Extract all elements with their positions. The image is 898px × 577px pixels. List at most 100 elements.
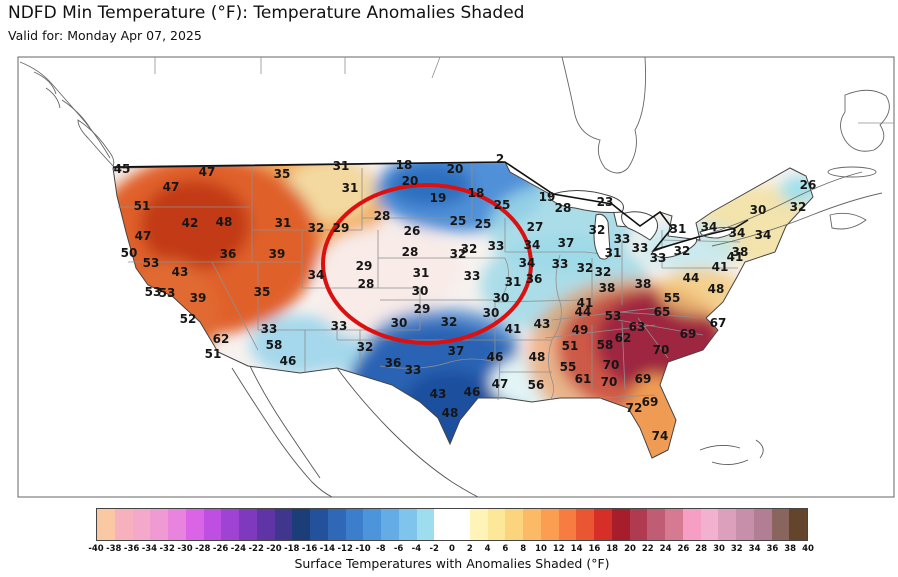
temp-value-label: 31 <box>505 275 522 289</box>
temp-value-label: 49 <box>572 323 589 337</box>
temp-value-label: 31 <box>275 216 292 230</box>
colorbar-tick-label: -8 <box>376 544 386 554</box>
temp-value-label: 34 <box>729 226 746 240</box>
temp-value-label: 50 <box>121 246 138 260</box>
colorbar-tick-label: 6 <box>502 544 509 554</box>
colorbar-tick-label: 14 <box>570 544 583 554</box>
temp-value-label: 30 <box>412 284 429 298</box>
temp-value-label: 67 <box>710 316 727 330</box>
temp-value-label: 62 <box>213 332 230 346</box>
colorbar-cell <box>629 509 648 540</box>
temp-value-label: 32 <box>308 221 325 235</box>
colorbar-tick-label: 16 <box>588 544 601 554</box>
colorbar-cell <box>398 509 417 540</box>
temp-value-label: 51 <box>562 339 579 353</box>
colorbar-cell <box>789 509 807 540</box>
temp-value-label: 65 <box>654 305 671 319</box>
temp-value-label: 47 <box>199 165 216 179</box>
colorbar-cell <box>132 509 151 540</box>
colorbar-tick-label: 24 <box>659 544 672 554</box>
temp-value-label: 46 <box>464 385 481 399</box>
temp-value-label: 48 <box>529 350 546 364</box>
temp-value-label: 32 <box>450 247 467 261</box>
temp-value-label: 33 <box>632 241 649 255</box>
temp-value-label: 25 <box>475 217 492 231</box>
temp-value-label: 69 <box>642 395 659 409</box>
temp-value-label: 33 <box>331 319 348 333</box>
colorbar-tick-label: 20 <box>624 544 636 554</box>
colorbar-tick-label: 30 <box>713 544 725 554</box>
colorbar-cell <box>753 509 772 540</box>
colorbar-cell <box>434 509 452 540</box>
colorbar-tick-label: 22 <box>641 544 654 554</box>
colorbar-tick-label: -12 <box>337 544 353 554</box>
colorbar-cell <box>718 509 736 540</box>
temp-value-label: 31 <box>333 159 350 173</box>
colorbar-tick-label: 2 <box>466 544 473 554</box>
colorbar-cell <box>363 509 381 540</box>
temp-value-label: 29 <box>414 302 431 316</box>
temp-value-label: 51 <box>205 347 222 361</box>
temp-value-label: 19 <box>430 191 447 205</box>
valid-date-subtitle: Valid for: Monday Apr 07, 2025 <box>8 28 202 43</box>
colorbar-tick-label: 18 <box>606 544 619 554</box>
temp-value-label: 47 <box>135 229 152 243</box>
colorbar-cell <box>274 509 293 540</box>
colorbar-cell <box>771 509 790 540</box>
temp-value-label: 39 <box>190 291 207 305</box>
colorbar-tick-label: 34 <box>748 544 761 554</box>
colorbar-tick-label: 4 <box>484 544 491 554</box>
temp-value-label: 53 <box>143 256 160 270</box>
colorbar-cell <box>203 509 222 540</box>
colorbar-cell <box>682 509 701 540</box>
colorbar-cell <box>185 509 204 540</box>
temp-value-label: 48 <box>442 406 459 420</box>
colorbar-cell <box>310 509 328 540</box>
temp-value-label: 30 <box>493 291 510 305</box>
temp-value-label: 18 <box>396 158 413 172</box>
temp-value-label: 33 <box>614 232 631 246</box>
temp-value-label: 47 <box>492 377 509 391</box>
colorbar-cell <box>150 509 168 540</box>
temp-value-label: 44 <box>575 305 592 319</box>
temp-value-label: 31 <box>413 266 430 280</box>
colorbar-tick-label: 0 <box>449 544 455 554</box>
temp-value-label: 32 <box>357 340 374 354</box>
canada-border-line <box>112 161 749 252</box>
temp-value-label: 48 <box>708 282 725 296</box>
temp-value-label: 28 <box>358 277 375 291</box>
colorbar-cell <box>505 509 523 540</box>
temp-value-label: 41 <box>712 260 729 274</box>
temp-value-label: 58 <box>266 338 283 352</box>
temp-value-label: 74 <box>652 429 669 443</box>
temp-value-label: 35 <box>274 167 291 181</box>
temp-value-label: 31 <box>342 181 359 195</box>
temp-value-label: 32 <box>441 315 458 329</box>
colorbar-cell <box>469 509 488 540</box>
colorbar-tick-label: 10 <box>535 544 547 554</box>
temp-value-label: 44 <box>683 271 700 285</box>
temp-value-label: 58 <box>597 338 614 352</box>
temp-value-label: 62 <box>615 331 632 345</box>
temp-value-label: 20 <box>402 174 419 188</box>
temp-value-label: 26 <box>404 224 421 238</box>
temp-value-label: 55 <box>560 360 577 374</box>
temp-value-label: 56 <box>528 378 545 392</box>
temp-value-label: 43 <box>534 317 551 331</box>
temp-value-label: 30 <box>750 203 767 217</box>
temp-value-label: 32 <box>589 223 606 237</box>
temp-value-label: 45 <box>114 162 131 176</box>
colorbar-tick-label: -40 <box>88 544 104 554</box>
temp-value-label: 33 <box>464 269 481 283</box>
temp-value-label: 69 <box>680 327 697 341</box>
colorbar-cell <box>416 509 435 540</box>
temp-value-label: 18 <box>468 186 485 200</box>
temp-value-label: 26 <box>800 178 817 192</box>
temp-value-label: 33 <box>552 257 569 271</box>
colorbar-tick-label: 28 <box>695 544 708 554</box>
temp-value-label: 2 <box>496 152 504 166</box>
temp-value-label: 38 <box>599 281 616 295</box>
temp-value-label: 27 <box>527 220 544 234</box>
